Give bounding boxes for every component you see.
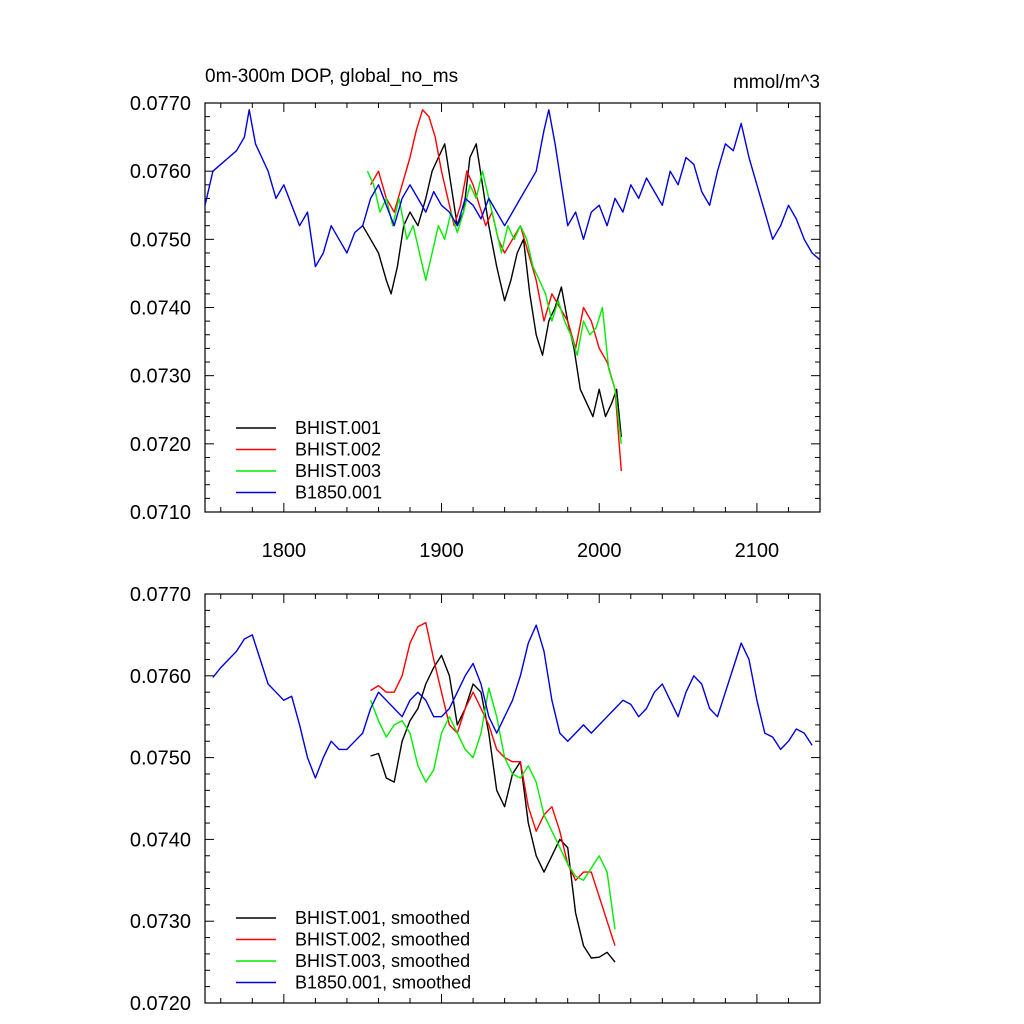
series-line-bhist-003-smoothed bbox=[369, 687, 616, 930]
legend-label: B1850.001, smoothed bbox=[295, 973, 471, 993]
legend-label: BHIST.002 bbox=[295, 440, 381, 460]
series-line-b1850-001-smoothed bbox=[212, 624, 813, 779]
series-group bbox=[205, 109, 820, 472]
units-label: mmol/m^3 bbox=[733, 72, 820, 93]
legend-label: BHIST.003, smoothed bbox=[295, 951, 470, 971]
y-tick-label: 0.0750 bbox=[130, 748, 191, 770]
x-tick-label: 2000 bbox=[577, 540, 622, 562]
y-tick-label: 0.0770 bbox=[130, 93, 191, 115]
y-tick-label: 0.0740 bbox=[130, 829, 191, 851]
legend-label: BHIST.001 bbox=[295, 418, 381, 438]
y-tick-label: 0.0710 bbox=[130, 502, 191, 524]
x-tick-label: 2100 bbox=[735, 540, 780, 562]
y-tick-label: 0.0760 bbox=[130, 161, 191, 183]
top-panel: 0.0710 0.0720 0.0730 0.0740 0.0750 0.0760 0.07… bbox=[130, 66, 821, 562]
legend-label: B1850.001 bbox=[295, 483, 382, 503]
y-tick-label: 0.0730 bbox=[130, 366, 191, 388]
series-line-b1850-001 bbox=[205, 109, 820, 268]
chart-title: 0m-300m DOP, global_no_ms bbox=[205, 66, 458, 87]
y-tick-label: 0.0730 bbox=[130, 911, 191, 933]
legend-label: BHIST.001, smoothed bbox=[295, 908, 470, 928]
series-line-bhist-002-smoothed bbox=[370, 621, 616, 946]
series-line-bhist-001 bbox=[362, 143, 622, 438]
series-line-bhist-003 bbox=[366, 170, 622, 444]
y-tick-label: 0.0720 bbox=[130, 434, 191, 456]
y-tick-label: 0.0740 bbox=[130, 298, 191, 320]
legend-label: BHIST.003 bbox=[295, 461, 381, 481]
x-tick-label: 1900 bbox=[419, 540, 464, 562]
y-tick-label: 0.0760 bbox=[130, 666, 191, 688]
y-tick-label: 0.0720 bbox=[130, 993, 191, 1015]
series-line-bhist-002 bbox=[369, 109, 622, 472]
y-tick-label: 0.0770 bbox=[130, 584, 191, 606]
legend-label: BHIST.002, smoothed bbox=[295, 930, 470, 950]
bottom-panel: 0.0720 0.0730 0.0740 0.0750 0.0760 0.0770 BHIS… bbox=[130, 584, 821, 1015]
plot-frame bbox=[204, 593, 821, 1004]
x-tick-label: 1800 bbox=[262, 540, 307, 562]
series-line-bhist-001-smoothed bbox=[370, 654, 616, 963]
series-group bbox=[212, 621, 813, 963]
y-tick-label: 0.0750 bbox=[130, 229, 191, 251]
